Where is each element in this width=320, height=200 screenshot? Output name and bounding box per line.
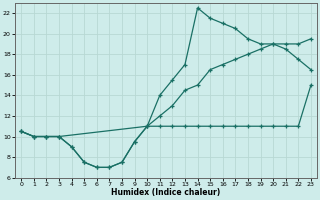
X-axis label: Humidex (Indice chaleur): Humidex (Indice chaleur) [111, 188, 221, 197]
